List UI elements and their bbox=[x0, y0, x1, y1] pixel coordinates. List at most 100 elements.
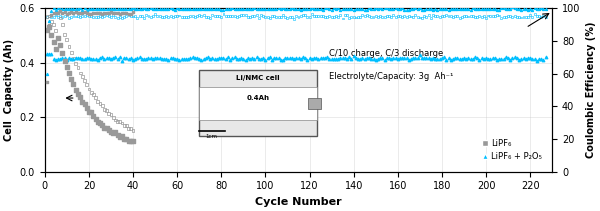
Point bbox=[58, 23, 67, 26]
Point bbox=[110, 7, 120, 10]
Point bbox=[55, 43, 65, 47]
Point bbox=[60, 14, 70, 18]
Point bbox=[334, 57, 343, 60]
Point bbox=[76, 96, 85, 99]
Point bbox=[159, 15, 169, 19]
Point bbox=[60, 59, 70, 63]
Point bbox=[115, 12, 125, 16]
Point bbox=[422, 7, 431, 11]
Point bbox=[53, 15, 63, 19]
Point bbox=[301, 14, 310, 17]
Point bbox=[536, 15, 546, 19]
Point bbox=[451, 8, 460, 11]
Point bbox=[93, 7, 103, 11]
Point bbox=[475, 15, 484, 18]
Point bbox=[410, 14, 420, 17]
Point bbox=[73, 11, 83, 14]
Point bbox=[137, 14, 146, 17]
Point bbox=[64, 8, 74, 11]
Point bbox=[53, 7, 63, 10]
Point bbox=[95, 122, 105, 125]
Point bbox=[494, 57, 504, 61]
Point bbox=[442, 8, 451, 11]
Point bbox=[68, 7, 78, 11]
Point bbox=[415, 7, 425, 10]
Point bbox=[457, 8, 467, 11]
Point bbox=[457, 16, 467, 19]
Point bbox=[201, 15, 211, 19]
Point bbox=[146, 57, 155, 60]
Point bbox=[362, 56, 371, 60]
Point bbox=[260, 15, 270, 18]
Point bbox=[320, 6, 330, 10]
Point bbox=[84, 14, 94, 18]
Point bbox=[82, 14, 92, 17]
Point bbox=[497, 7, 506, 10]
Point bbox=[106, 57, 116, 61]
Point bbox=[60, 33, 70, 36]
Point bbox=[539, 7, 548, 11]
Point bbox=[84, 12, 94, 16]
Point bbox=[124, 139, 133, 143]
Point bbox=[316, 7, 325, 10]
Point bbox=[298, 8, 308, 11]
Point bbox=[155, 14, 164, 18]
Point bbox=[190, 15, 200, 19]
Point bbox=[320, 15, 330, 19]
Point bbox=[426, 7, 436, 11]
Point bbox=[84, 56, 94, 60]
Point bbox=[404, 8, 413, 12]
Point bbox=[77, 8, 87, 11]
Point bbox=[415, 54, 425, 57]
Point bbox=[335, 14, 345, 17]
Point bbox=[503, 15, 513, 18]
Point bbox=[351, 7, 361, 11]
Point bbox=[128, 11, 138, 14]
Point bbox=[364, 7, 374, 10]
Bar bbox=[199, 87, 317, 120]
Point bbox=[419, 8, 429, 12]
Point bbox=[133, 7, 142, 10]
Point bbox=[73, 7, 83, 10]
Point bbox=[157, 57, 167, 61]
Point bbox=[212, 15, 221, 18]
Point bbox=[67, 57, 76, 61]
Point bbox=[97, 123, 107, 126]
Point bbox=[371, 14, 380, 18]
Point bbox=[435, 7, 445, 10]
Point bbox=[247, 57, 257, 60]
Point bbox=[161, 57, 171, 61]
Point bbox=[135, 56, 145, 59]
Point bbox=[201, 8, 211, 11]
Point bbox=[422, 16, 431, 19]
Point bbox=[267, 58, 277, 62]
Point bbox=[278, 13, 288, 17]
Point bbox=[117, 8, 127, 11]
Point bbox=[309, 7, 319, 10]
Point bbox=[444, 56, 454, 60]
Text: 1cm: 1cm bbox=[206, 134, 218, 139]
Point bbox=[113, 120, 122, 123]
Point bbox=[221, 58, 230, 61]
Point bbox=[49, 57, 58, 61]
Point bbox=[60, 57, 70, 60]
Point bbox=[97, 104, 107, 107]
Point bbox=[208, 7, 217, 11]
Point bbox=[91, 96, 100, 99]
Point bbox=[472, 8, 482, 11]
Point bbox=[360, 57, 370, 60]
Point bbox=[364, 14, 374, 18]
Point bbox=[76, 71, 85, 75]
Point bbox=[51, 29, 61, 32]
Point bbox=[380, 6, 389, 10]
Point bbox=[338, 17, 347, 20]
Point bbox=[527, 8, 537, 11]
Point bbox=[292, 15, 301, 18]
Point bbox=[351, 16, 361, 19]
Point bbox=[322, 7, 332, 10]
Point bbox=[503, 7, 513, 10]
Point bbox=[437, 7, 446, 11]
Point bbox=[203, 8, 213, 11]
Point bbox=[199, 57, 208, 60]
Point bbox=[139, 7, 149, 10]
